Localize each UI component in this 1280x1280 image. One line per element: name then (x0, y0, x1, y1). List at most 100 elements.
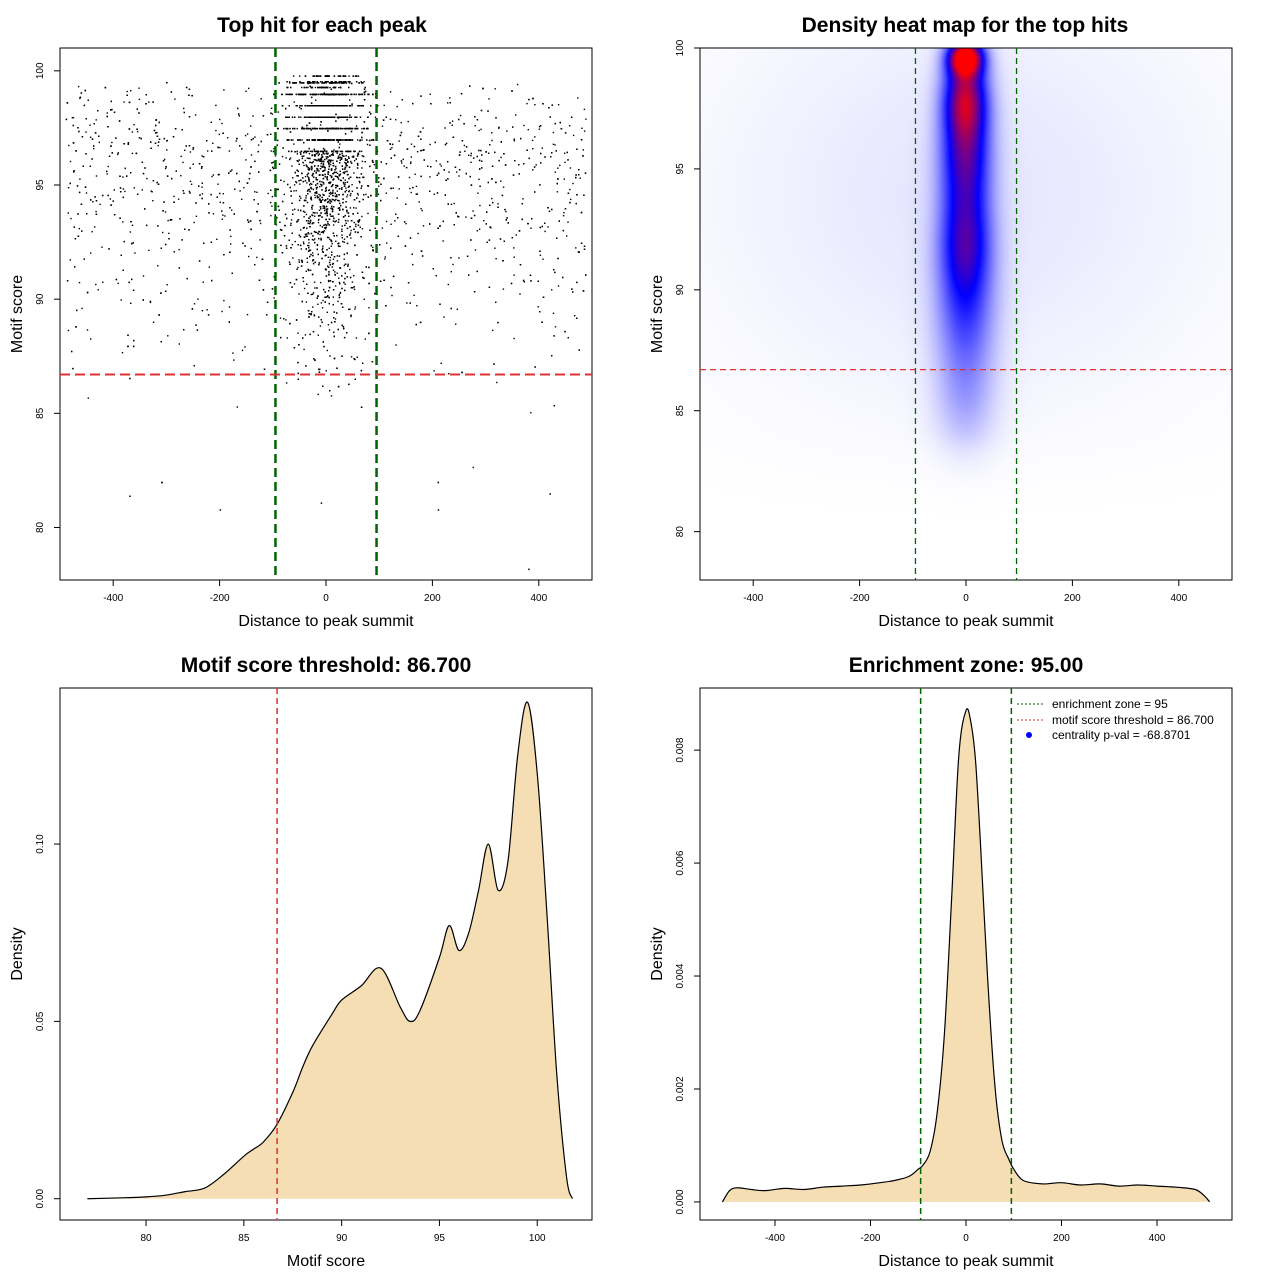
scatter-point (235, 140, 237, 142)
scatter-point (474, 249, 477, 251)
scatter-point (248, 255, 250, 258)
scatter-point (317, 295, 319, 297)
scatter-point (333, 178, 335, 180)
scatter-point (330, 82, 332, 84)
scatter-point (285, 107, 287, 110)
scatter-point (478, 178, 480, 180)
scatter-point (157, 265, 159, 267)
scatter-point (557, 257, 559, 260)
scatter-point (127, 142, 130, 144)
scatter-point (320, 212, 322, 214)
scatter-point (354, 150, 356, 153)
y-tick-label: 95 (35, 179, 46, 191)
scatter-point (330, 159, 332, 162)
scatter-point (332, 179, 334, 181)
scatter-point (479, 204, 481, 207)
scatter-point (106, 170, 108, 173)
scatter-point (177, 198, 180, 200)
scatter-point (361, 155, 363, 157)
scatter-point (335, 220, 337, 222)
scatter-point (325, 139, 327, 141)
scatter-point (491, 197, 493, 200)
scatter-point (339, 174, 341, 176)
scatter-point (305, 235, 307, 237)
scatter-point (286, 81, 288, 83)
scatter-point (436, 174, 438, 176)
scatter-point (293, 82, 295, 84)
scatter-point (342, 177, 344, 179)
scatter-point (336, 172, 339, 175)
scatter-point (470, 184, 473, 186)
scatter-point (352, 156, 355, 158)
scatter-point (221, 310, 223, 313)
scatter-point (347, 265, 349, 267)
scatter-point (323, 205, 325, 208)
scatter-point (233, 359, 235, 361)
scatter-point (344, 158, 347, 160)
scatter-point (348, 185, 350, 187)
scatter-point (361, 167, 363, 169)
scatter-point (307, 116, 310, 118)
scatter-point (341, 230, 343, 232)
scatter-point (206, 309, 208, 311)
scatter-point (353, 228, 355, 230)
scatter-point (217, 146, 219, 149)
scatter-point (322, 193, 324, 196)
scatter-point (336, 176, 338, 178)
scatter-point (485, 151, 487, 153)
scatter-point (315, 188, 318, 190)
scatter-point (329, 181, 331, 183)
scatter-point (315, 184, 317, 186)
scatter-point (338, 188, 341, 190)
scatter-point (329, 259, 331, 261)
scatter-point (314, 212, 316, 214)
scatter-point (277, 127, 279, 130)
scatter-point (320, 150, 322, 153)
scatter-point (71, 350, 73, 353)
scatter-point (311, 206, 313, 209)
scatter-point (314, 116, 316, 118)
scatter-point (301, 260, 303, 262)
scatter-point (409, 302, 411, 304)
scatter-point (305, 233, 308, 235)
scatter-point (311, 311, 313, 313)
scatter-point (312, 211, 314, 214)
scatter-point (262, 115, 265, 117)
scatter-point (297, 209, 299, 211)
scatter-point (356, 356, 358, 358)
scatter-point (272, 161, 275, 163)
scatter-point (189, 151, 192, 153)
scatter-point (110, 145, 112, 147)
scatter-point (486, 241, 488, 243)
scatter-point (230, 243, 232, 245)
scatter-point (357, 177, 359, 179)
scatter-point (329, 182, 331, 185)
scatter-point (486, 211, 488, 213)
scatter-point (324, 291, 326, 293)
scatter-point (335, 120, 337, 122)
scatter-point (140, 137, 142, 140)
scatter-point (332, 162, 334, 164)
scatter-point (412, 102, 414, 105)
scatter-point (307, 86, 309, 89)
scatter-point (420, 250, 423, 252)
scatter-point (307, 292, 309, 294)
scatter-point (317, 169, 319, 171)
scatter-point (345, 189, 348, 192)
scatter-point (444, 143, 447, 146)
scatter-point (355, 116, 357, 118)
scatter-point (310, 199, 313, 201)
scatter-point (305, 365, 307, 367)
scatter-point (301, 127, 303, 130)
scatter-point (326, 105, 329, 107)
scatter-point (189, 180, 192, 182)
scatter-point (458, 169, 461, 171)
scatter-point (271, 162, 273, 164)
scatter-point (338, 194, 340, 196)
scatter-point (332, 258, 335, 260)
scatter-point (293, 127, 296, 130)
scatter-point (309, 82, 311, 84)
scatter-point (171, 177, 173, 180)
scatter-point (133, 339, 135, 342)
scatter-point (346, 196, 348, 198)
